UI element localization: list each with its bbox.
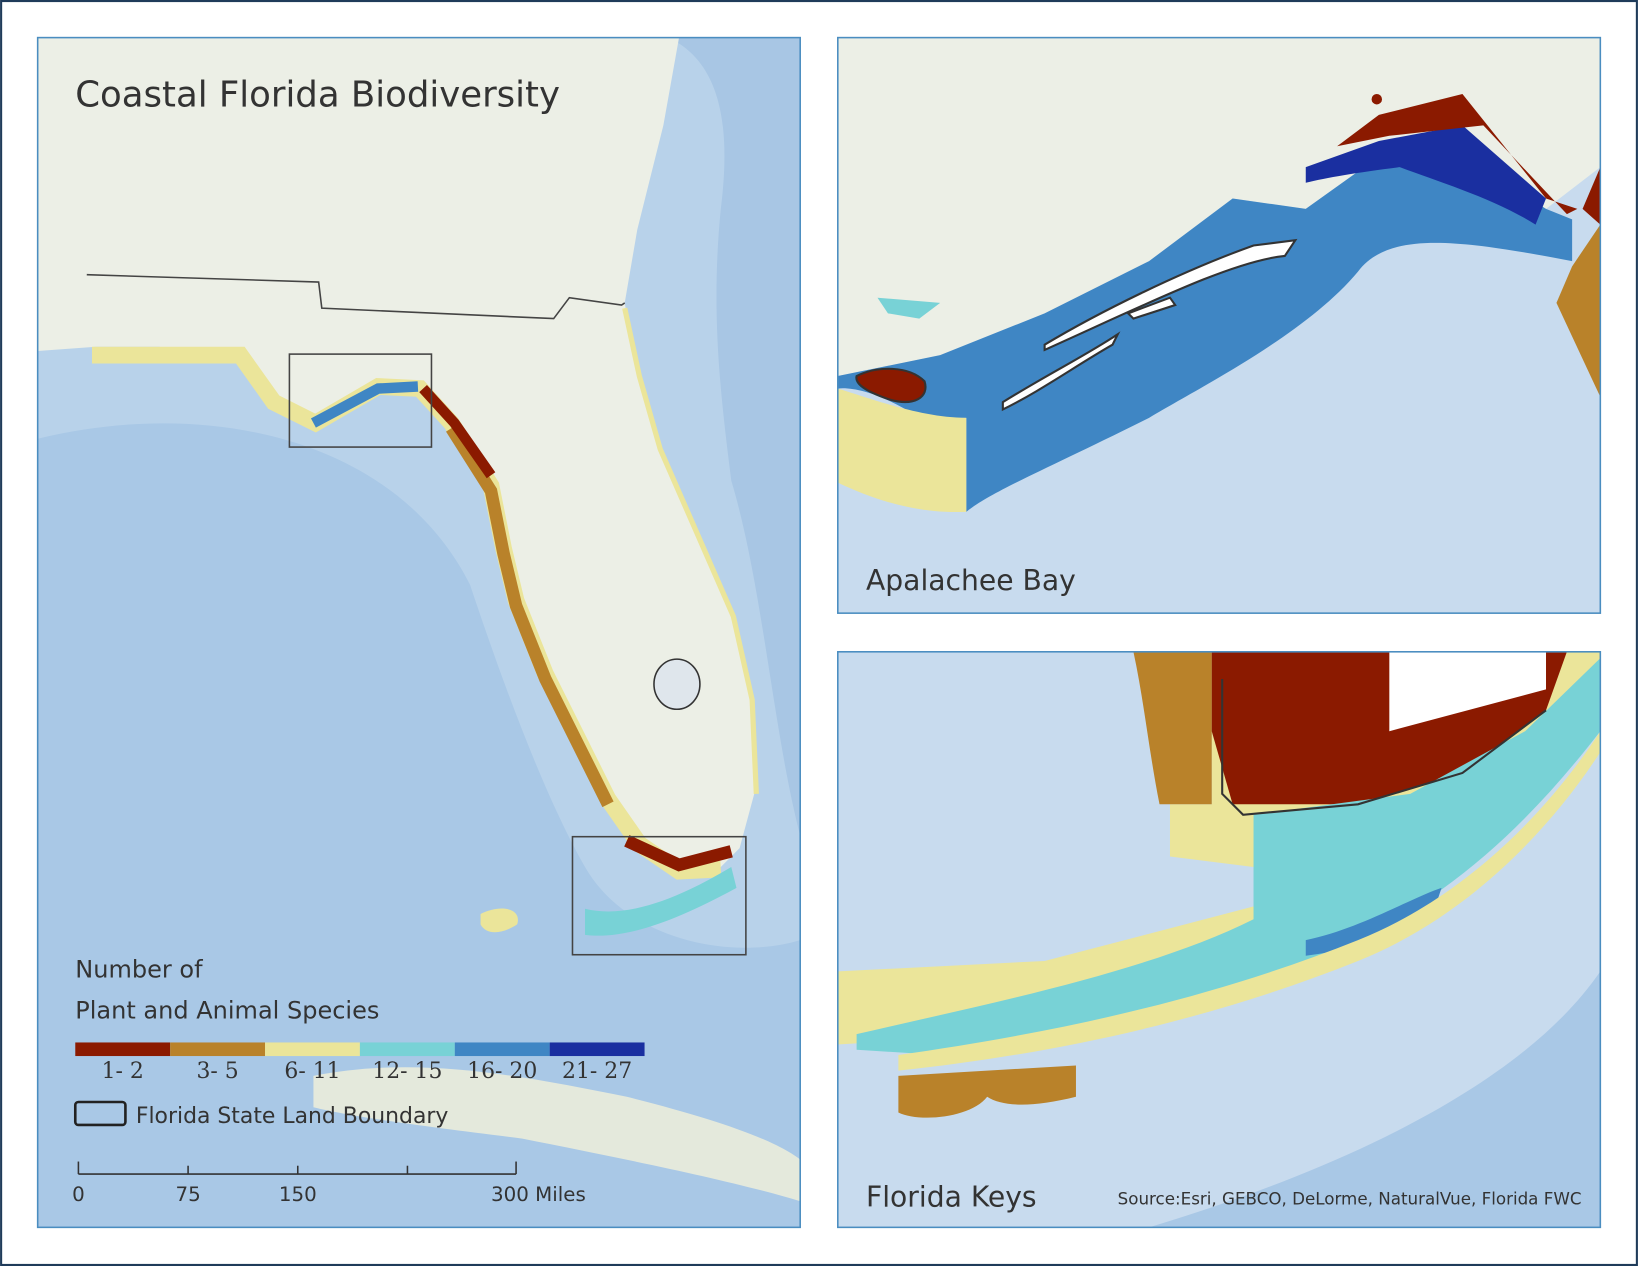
legend-title: Plant and Animal Species xyxy=(75,996,379,1024)
scale-label: 300 Miles xyxy=(491,1183,586,1206)
main-map xyxy=(36,36,801,1229)
boundary-label: Florida State Land Boundary xyxy=(136,1104,449,1129)
inset-title: Apalachee Bay xyxy=(866,564,1076,597)
main-title: Coastal Florida Biodiversity xyxy=(75,75,560,116)
legend-label: 21- 27 xyxy=(562,1059,632,1084)
legend-label: 3- 5 xyxy=(196,1059,238,1084)
legend-swatch xyxy=(549,1042,645,1057)
legend-label: 1- 2 xyxy=(102,1059,144,1084)
boundary-swatch xyxy=(73,1100,127,1127)
source-note: Source:Esri, GEBCO, DeLorme, NaturalVue,… xyxy=(1118,1188,1582,1208)
legend-label: 12- 15 xyxy=(372,1059,442,1084)
legend-swatch xyxy=(170,1042,266,1057)
legend-label: 16- 20 xyxy=(467,1059,537,1084)
legend-swatch xyxy=(265,1042,360,1057)
scale-label: 0 xyxy=(72,1183,85,1206)
scale-bar xyxy=(77,1161,517,1175)
scale-label: 75 xyxy=(175,1183,200,1206)
legend: 1- 2 3- 5 6- 11 12- 15 16- 20 21- 27 xyxy=(75,1042,645,1084)
legend-swatch xyxy=(359,1042,455,1057)
legend-label: 6- 11 xyxy=(284,1059,340,1084)
inset-title: Florida Keys xyxy=(866,1180,1037,1213)
legend-swatch xyxy=(454,1042,550,1057)
inset-apalachee xyxy=(837,36,1602,614)
legend-swatch xyxy=(75,1042,171,1057)
inset-keys xyxy=(837,651,1602,1229)
scale-label: 150 xyxy=(279,1183,317,1206)
scale-labels: 0 75 150 300 Miles xyxy=(72,1183,586,1206)
legend-title: Number of xyxy=(75,956,203,984)
